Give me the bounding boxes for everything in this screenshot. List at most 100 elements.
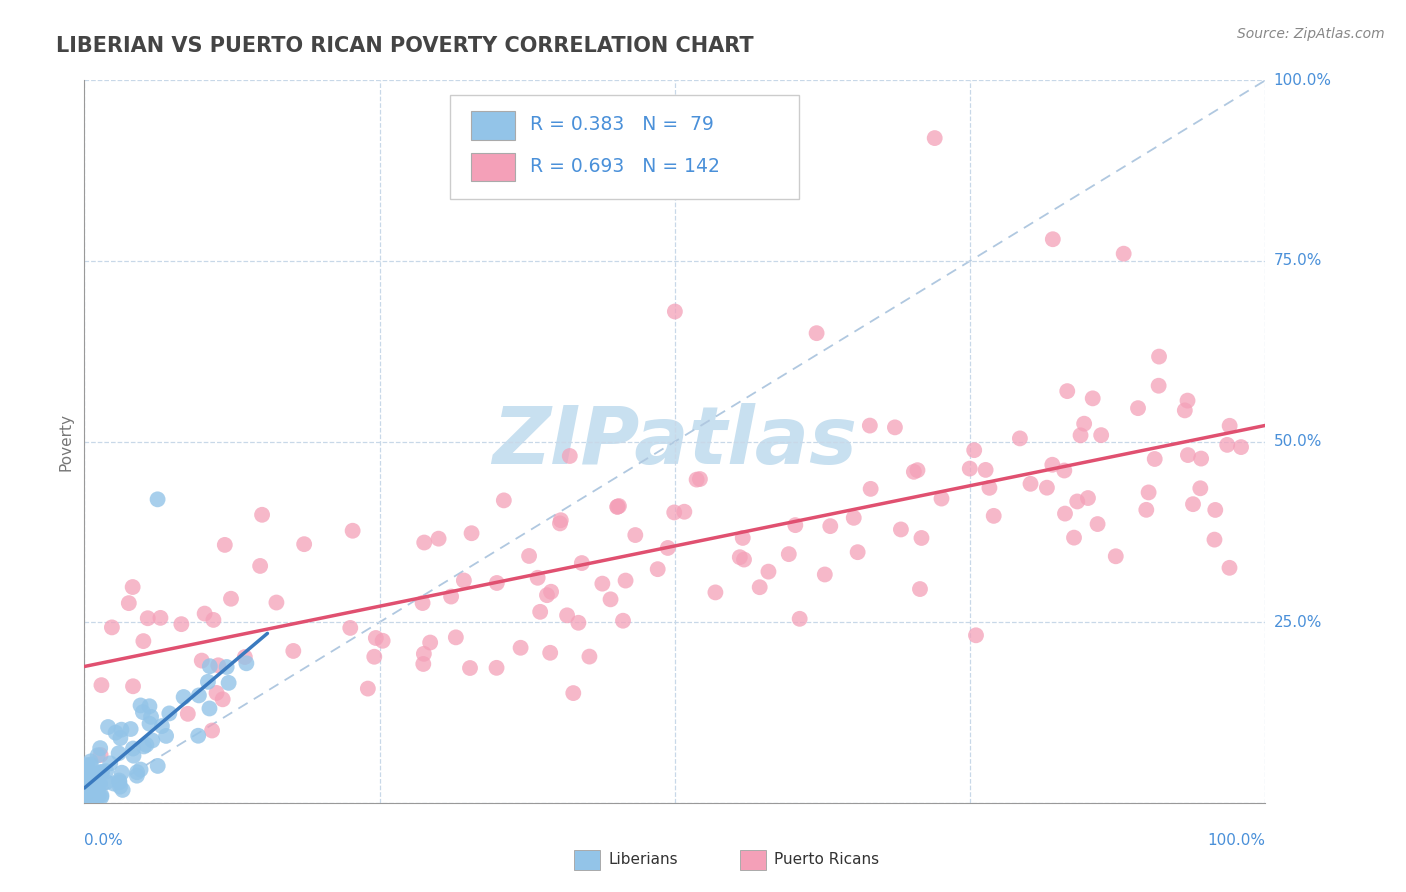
Point [485,661,508,675]
Point [842,511,865,525]
Point [820,519,842,533]
Point [249,558,271,573]
Point [612,614,634,628]
Point [1189,481,1212,495]
Point [108,773,131,788]
Point [89,741,111,756]
Point [141,733,163,747]
Point [84,780,107,795]
Text: R = 0.693   N = 142: R = 0.693 N = 142 [530,157,720,176]
Point [96,775,118,789]
Point [194,607,217,621]
Point [75,765,97,780]
Point [214,538,236,552]
Point [87,779,110,793]
Point [80,783,103,797]
Point [558,449,581,463]
Point [121,580,143,594]
Point [139,710,162,724]
Point [125,769,148,783]
Point [931,491,953,506]
Point [146,759,169,773]
Point [460,526,482,541]
Point [77,785,100,799]
Point [1204,533,1226,547]
Point [76,764,98,778]
Point [73,765,96,780]
Point [218,676,240,690]
Point [83,781,105,796]
Point [198,701,221,715]
Point [647,562,669,576]
Point [266,595,288,609]
Point [190,654,212,668]
Point [1053,463,1076,477]
Point [1182,497,1205,511]
Point [983,508,1005,523]
Point [363,649,385,664]
Point [75,780,97,794]
Point [1189,451,1212,466]
Point [187,689,209,703]
Point [138,699,160,714]
Point [1143,452,1166,467]
Point [80,757,103,772]
Point [198,659,221,673]
Point [453,574,475,588]
Point [963,443,986,458]
Point [197,674,219,689]
Point [1066,494,1088,508]
Point [550,513,572,527]
Point [529,605,551,619]
Point [664,304,686,318]
Point [965,628,987,642]
Point [789,612,811,626]
Point [79,755,101,769]
Point [211,692,233,706]
Point [90,765,112,780]
Point [657,541,679,555]
Point [606,500,628,514]
Point [83,789,105,803]
Point [207,658,229,673]
Point [903,465,925,479]
Text: R = 0.383   N =  79: R = 0.383 N = 79 [530,115,713,134]
Point [578,649,600,664]
Point [89,777,111,791]
Point [1147,350,1170,364]
Point [129,763,152,777]
Point [758,565,780,579]
Point [728,550,751,565]
Point [458,661,481,675]
Point [157,706,180,721]
Point [883,420,905,434]
Text: 0.0%: 0.0% [84,833,124,848]
Text: 50.0%: 50.0% [1274,434,1322,449]
Point [1126,401,1149,416]
Point [1070,428,1092,442]
Point [1177,448,1199,462]
FancyBboxPatch shape [450,95,799,200]
Point [177,706,200,721]
Point [607,499,630,513]
Point [1105,549,1128,564]
Point [1008,431,1031,445]
Point [146,492,169,507]
Point [127,765,149,780]
Point [907,463,929,477]
Point [908,582,931,596]
Point [748,580,770,594]
Point [1042,232,1064,246]
Point [173,690,195,704]
Point [76,780,98,795]
Point [614,574,637,588]
Point [1218,561,1240,575]
Point [704,585,727,599]
Point [150,719,173,733]
Point [87,773,110,788]
Point [689,472,711,486]
Point [538,646,561,660]
Point [444,631,467,645]
Point [624,528,647,542]
Point [219,591,242,606]
